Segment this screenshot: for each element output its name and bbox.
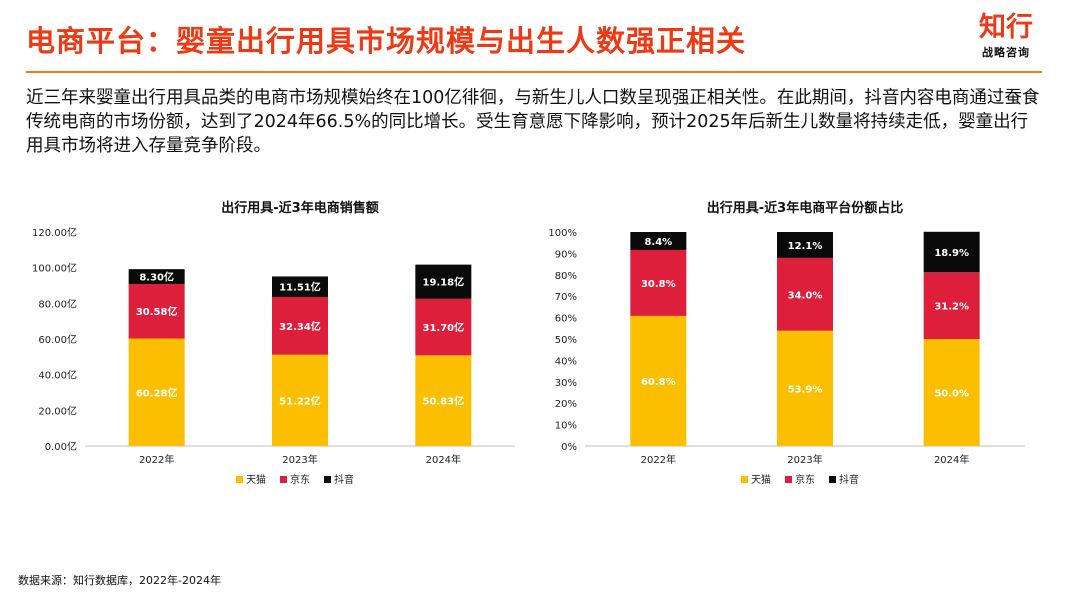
share-x-tick-label: 2024年 bbox=[934, 453, 969, 466]
share-legend-swatch bbox=[829, 476, 836, 483]
share-bar-jd bbox=[923, 272, 980, 339]
share-data-label: 60.8% bbox=[641, 377, 676, 388]
share-data-label: 53.9% bbox=[788, 384, 823, 395]
share-bar-jd bbox=[777, 257, 833, 331]
share-legend-label: 京东 bbox=[795, 473, 815, 486]
sales-data-label: 31.70亿 bbox=[423, 321, 465, 334]
sales-bar-tmall bbox=[128, 338, 185, 446]
share-y-tick-label: 10% bbox=[555, 421, 577, 432]
sales-legend-swatch bbox=[280, 476, 287, 483]
sales-chart: 出行用具-近3年电商销售额 0.00亿 20.00亿 40.00亿 60.00亿 80.0… bbox=[30, 192, 525, 502]
sales-y-tick-label: 0.00亿 bbox=[45, 440, 77, 453]
sales-y-tick-label: 40.00亿 bbox=[38, 369, 77, 382]
share-y-tick-label: 90% bbox=[555, 249, 577, 260]
share-data-label: 50.0% bbox=[934, 389, 969, 400]
logo-main-text: 知行 bbox=[979, 12, 1033, 43]
share-legend-swatch bbox=[785, 476, 792, 483]
share-y-tick-label: 60% bbox=[555, 314, 577, 325]
share-y-tick-label: 30% bbox=[555, 378, 577, 389]
sales-legend-swatch bbox=[324, 476, 331, 483]
sales-x-tick-label: 2024年 bbox=[426, 453, 461, 466]
share-y-tick-label: 50% bbox=[555, 335, 577, 346]
share-bar-tmall bbox=[923, 339, 980, 446]
logo-sub-text: 战略咨询 bbox=[982, 46, 1030, 59]
share-bar-douyin bbox=[777, 232, 833, 258]
sales-chart-svg: 出行用具-近3年电商销售额 0.00亿 20.00亿 40.00亿 60.00亿 80.0… bbox=[32, 200, 515, 486]
share-data-label: 12.1% bbox=[788, 241, 823, 252]
sales-bar-douyin bbox=[272, 276, 328, 297]
share-y-tick-label: 100% bbox=[548, 228, 577, 239]
sales-bar-tmall bbox=[272, 354, 328, 446]
share-y-tick-label: 20% bbox=[555, 399, 577, 410]
sales-legend-label: 京东 bbox=[290, 473, 310, 486]
sales-data-label: 19.18亿 bbox=[423, 276, 465, 289]
title-divider bbox=[26, 71, 1042, 73]
share-y-tick-label: 70% bbox=[555, 292, 577, 303]
sales-x-tick-label: 2023年 bbox=[282, 453, 317, 466]
sales-x-tick-label: 2022年 bbox=[139, 453, 174, 466]
data-source-note: 数据来源：知行数据库，2022年-2024年 bbox=[18, 574, 221, 587]
share-bar-douyin bbox=[923, 231, 980, 273]
sales-data-label: 60.28亿 bbox=[136, 386, 178, 399]
share-data-label: 31.2% bbox=[934, 302, 969, 313]
share-legend-label: 天猫 bbox=[751, 473, 771, 486]
page-title: 电商平台：婴童出行用具市场规模与出生人数强正相关 bbox=[26, 24, 747, 58]
sales-data-label: 32.34亿 bbox=[279, 320, 321, 333]
sales-data-label: 8.30亿 bbox=[139, 271, 174, 284]
sales-bar-jd bbox=[415, 298, 472, 356]
sales-legend-label: 抖音 bbox=[334, 473, 354, 486]
share-data-label: 8.4% bbox=[644, 237, 672, 248]
sales-y-tick-label: 100.00亿 bbox=[32, 262, 77, 275]
share-data-label: 18.9% bbox=[934, 248, 969, 259]
sales-bar-jd bbox=[272, 296, 328, 355]
sales-chart-title: 出行用具-近3年电商销售额 bbox=[221, 200, 378, 216]
brand-logo: 知行 战略咨询 bbox=[971, 12, 1041, 60]
share-bar-jd bbox=[630, 249, 687, 316]
sales-y-tick-label: 60.00亿 bbox=[38, 333, 77, 346]
sales-legend-label: 天猫 bbox=[246, 473, 266, 486]
share-data-label: 34.0% bbox=[788, 290, 823, 301]
sales-y-tick-label: 20.00亿 bbox=[38, 404, 77, 417]
share-legend-swatch bbox=[741, 476, 748, 483]
share-chart-svg: 出行用具-近3年电商平台份额占比 0% 10% 20% 30% 40% 50% 60% 70% 8… bbox=[548, 200, 1025, 486]
share-x-tick-label: 2022年 bbox=[641, 453, 676, 466]
sales-y-tick-label: 80.00亿 bbox=[38, 297, 77, 310]
sales-bar-douyin bbox=[415, 264, 472, 299]
share-bar-tmall bbox=[777, 330, 833, 446]
share-legend-label: 抖音 bbox=[839, 473, 859, 486]
sales-legend-swatch bbox=[236, 476, 243, 483]
sales-bar-jd bbox=[128, 283, 185, 339]
share-data-label: 30.8% bbox=[641, 279, 676, 290]
share-y-tick-label: 0% bbox=[561, 442, 577, 453]
sales-bar-tmall bbox=[415, 355, 472, 446]
share-x-tick-label: 2023年 bbox=[787, 453, 822, 466]
sales-data-label: 50.83亿 bbox=[423, 395, 465, 408]
share-chart: 出行用具-近3年电商平台份额占比 0% 10% 20% 30% 40% 50% 60% 70% 8… bbox=[540, 192, 1040, 502]
share-chart-title: 出行用具-近3年电商平台份额占比 bbox=[707, 200, 903, 216]
intro-paragraph: 近三年来婴童出行用具品类的电商市场规模始终在100亿徘徊，与新生儿人口数呈现强正… bbox=[26, 88, 1040, 156]
sales-data-label: 51.22亿 bbox=[279, 394, 321, 407]
share-bar-douyin bbox=[630, 232, 687, 250]
sales-data-label: 30.58亿 bbox=[136, 305, 178, 318]
sales-data-label: 11.51亿 bbox=[279, 281, 321, 294]
share-y-tick-label: 80% bbox=[555, 271, 577, 282]
share-bar-tmall bbox=[630, 315, 687, 446]
share-y-tick-label: 40% bbox=[555, 356, 577, 367]
sales-bar-douyin bbox=[128, 269, 185, 284]
sales-y-tick-label: 120.00亿 bbox=[32, 226, 77, 239]
